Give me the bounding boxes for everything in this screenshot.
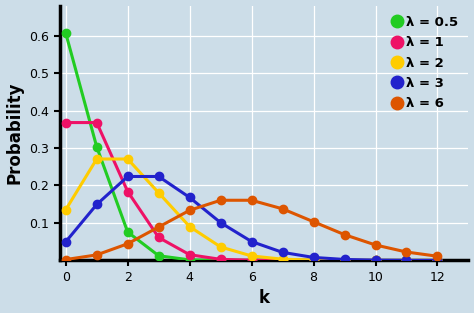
λ = 3 bbox=[156, 175, 162, 178]
λ = 0.5 bbox=[249, 259, 255, 262]
Y-axis label: Probability: Probability bbox=[6, 82, 24, 184]
λ = 3 bbox=[404, 259, 410, 262]
λ = 2 bbox=[218, 245, 223, 249]
λ = 2 bbox=[311, 258, 317, 262]
λ = 6 bbox=[94, 253, 100, 257]
λ = 3 bbox=[249, 240, 255, 244]
λ = 3 bbox=[218, 221, 223, 224]
λ = 1 bbox=[156, 236, 162, 239]
λ = 3 bbox=[373, 258, 378, 262]
λ = 6 bbox=[342, 233, 347, 237]
λ = 3 bbox=[311, 255, 317, 259]
λ = 3 bbox=[187, 196, 192, 199]
λ = 6 bbox=[187, 208, 192, 212]
λ = 0.5 bbox=[125, 230, 130, 234]
λ = 6 bbox=[404, 250, 410, 254]
λ = 2 bbox=[156, 191, 162, 195]
λ = 2 bbox=[435, 259, 440, 262]
λ = 6 bbox=[373, 243, 378, 247]
λ = 6 bbox=[125, 242, 130, 246]
X-axis label: k: k bbox=[258, 290, 270, 307]
λ = 1 bbox=[373, 259, 378, 262]
λ = 1 bbox=[435, 259, 440, 262]
λ = 6 bbox=[249, 198, 255, 202]
λ = 0.5 bbox=[280, 259, 285, 262]
λ = 3 bbox=[342, 258, 347, 261]
Line: λ = 6: λ = 6 bbox=[62, 196, 442, 264]
λ = 6 bbox=[156, 225, 162, 229]
λ = 2 bbox=[94, 157, 100, 161]
λ = 0.5 bbox=[187, 258, 192, 262]
λ = 2 bbox=[125, 157, 130, 161]
λ = 0.5 bbox=[404, 259, 410, 262]
λ = 0.5 bbox=[342, 259, 347, 262]
λ = 0.5 bbox=[435, 259, 440, 262]
λ = 1 bbox=[63, 121, 69, 125]
λ = 1 bbox=[280, 259, 285, 262]
λ = 0.5 bbox=[94, 145, 100, 149]
λ = 2 bbox=[63, 208, 69, 212]
λ = 6 bbox=[63, 258, 69, 261]
λ = 0.5 bbox=[218, 259, 223, 262]
λ = 3 bbox=[125, 175, 130, 178]
λ = 1 bbox=[94, 121, 100, 125]
λ = 1 bbox=[187, 253, 192, 257]
λ = 1 bbox=[125, 190, 130, 193]
λ = 2 bbox=[373, 259, 378, 262]
λ = 6 bbox=[218, 198, 223, 202]
λ = 3 bbox=[435, 259, 440, 262]
λ = 3 bbox=[63, 240, 69, 244]
λ = 6 bbox=[435, 254, 440, 258]
λ = 2 bbox=[187, 225, 192, 228]
λ = 1 bbox=[342, 259, 347, 262]
λ = 1 bbox=[404, 259, 410, 262]
λ = 3 bbox=[94, 203, 100, 206]
λ = 0.5 bbox=[63, 31, 69, 35]
λ = 3 bbox=[280, 250, 285, 254]
λ = 2 bbox=[342, 259, 347, 262]
λ = 0.5 bbox=[311, 259, 317, 262]
λ = 6 bbox=[311, 220, 317, 224]
Legend: λ = 0.5, λ = 1, λ = 2, λ = 3, λ = 6: λ = 0.5, λ = 1, λ = 2, λ = 3, λ = 6 bbox=[391, 12, 462, 114]
λ = 2 bbox=[280, 257, 285, 261]
λ = 1 bbox=[249, 259, 255, 262]
λ = 2 bbox=[249, 254, 255, 258]
λ = 1 bbox=[218, 258, 223, 261]
Line: λ = 0.5: λ = 0.5 bbox=[62, 29, 442, 264]
Line: λ = 1: λ = 1 bbox=[62, 118, 442, 264]
λ = 0.5 bbox=[373, 259, 378, 262]
λ = 0.5 bbox=[156, 254, 162, 258]
Line: λ = 2: λ = 2 bbox=[62, 155, 442, 264]
λ = 6 bbox=[280, 207, 285, 211]
λ = 1 bbox=[311, 259, 317, 262]
Line: λ = 3: λ = 3 bbox=[62, 172, 442, 264]
λ = 2 bbox=[404, 259, 410, 262]
